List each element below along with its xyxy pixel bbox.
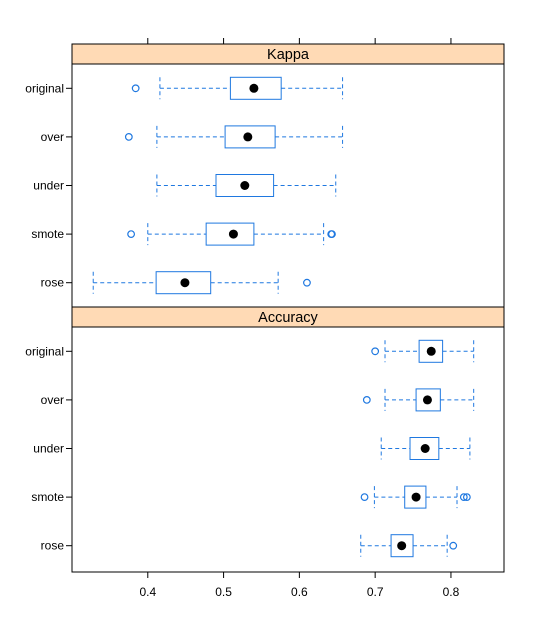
- category-label: under: [33, 179, 64, 193]
- box-row-original: original: [25, 339, 475, 363]
- category-label: under: [33, 442, 64, 456]
- outlier-point: [459, 493, 468, 502]
- box-row-over: over: [41, 388, 475, 412]
- outlier-point: [449, 541, 458, 550]
- box-row-under: under: [33, 437, 471, 460]
- iqr-box: [215, 174, 275, 197]
- outlier-point: [362, 396, 371, 404]
- x-axis: 0.4 0.5 0.6 0.7 0.8: [139, 38, 460, 599]
- box-row-rose: rose: [41, 534, 458, 558]
- median-point: [243, 132, 253, 142]
- x-tick-label: 0.4: [139, 585, 156, 599]
- x-tick-label: 0.8: [443, 585, 460, 599]
- iqr-box: [404, 485, 427, 509]
- iqr-box: [418, 339, 444, 363]
- iqr-box: [409, 437, 440, 460]
- category-label: smote: [31, 490, 64, 504]
- box-row-under: under: [33, 174, 337, 197]
- median-point: [397, 541, 407, 551]
- category-label: rose: [41, 276, 65, 290]
- panel-title: Kappa: [267, 47, 310, 63]
- outlier-point: [462, 493, 471, 502]
- iqr-box: [415, 388, 441, 412]
- median-point: [228, 229, 238, 239]
- median-point: [180, 278, 190, 288]
- outlier-point: [131, 84, 140, 93]
- panel-accuracy: Accuracy original over under smote rose: [25, 306, 505, 558]
- outlier-point: [328, 230, 336, 239]
- panel-title: Accuracy: [258, 310, 318, 326]
- x-tick-label: 0.6: [291, 585, 308, 599]
- median-point: [426, 346, 436, 356]
- iqr-box: [390, 534, 414, 558]
- outlier-point: [371, 347, 380, 356]
- median-point: [249, 83, 259, 93]
- iqr-box: [224, 125, 276, 149]
- median-point: [420, 444, 430, 453]
- outlier-point: [303, 278, 311, 287]
- box-row-original: original: [25, 76, 344, 100]
- box-row-smote: smote: [31, 485, 471, 509]
- category-label: rose: [41, 539, 65, 553]
- iqr-box: [229, 76, 282, 100]
- outlier-point: [360, 493, 369, 502]
- x-tick-label: 0.5: [215, 585, 232, 599]
- category-label: over: [41, 393, 64, 407]
- median-point: [411, 492, 421, 502]
- median-point: [240, 181, 250, 190]
- outlier-point: [124, 132, 133, 141]
- outlier-point: [127, 230, 136, 239]
- median-point: [422, 395, 432, 405]
- x-tick-label: 0.7: [367, 585, 384, 599]
- category-label: original: [25, 344, 64, 358]
- category-label: over: [41, 130, 64, 144]
- panels-layer: Kappa original over under smote rose Accuracy o…: [25, 43, 505, 558]
- category-label: original: [25, 81, 64, 95]
- iqr-box: [155, 271, 212, 295]
- box-row-over: over: [41, 125, 344, 149]
- panel-kappa: Kappa original over under smote rose: [25, 43, 505, 295]
- iqr-box: [205, 222, 255, 246]
- box-row-rose: rose: [41, 271, 311, 295]
- box-row-smote: smote: [31, 222, 336, 246]
- category-label: smote: [31, 227, 64, 241]
